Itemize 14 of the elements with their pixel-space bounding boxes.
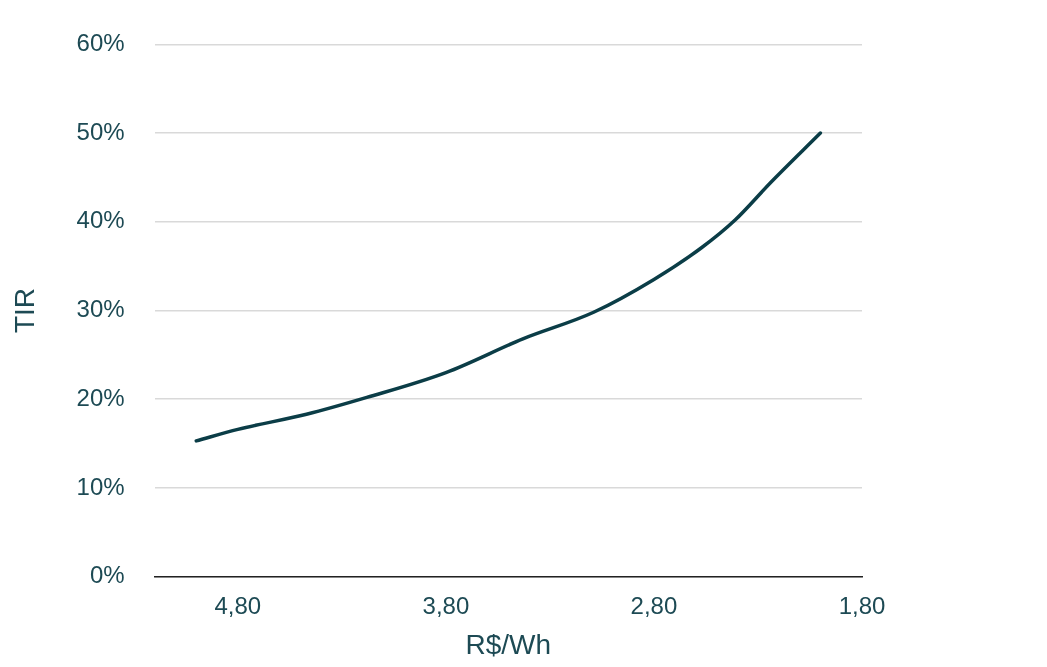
line-series [194,131,823,443]
y-tick-label: 50% [76,117,125,145]
y-tick-label: 20% [76,383,125,411]
y-tick-label: 0% [89,561,125,589]
x-tick-label: 4,80 [214,591,262,619]
y-tick-label: 60% [76,29,125,57]
x-tick-label: 3,80 [422,591,470,619]
y-tick-label: 30% [76,295,125,323]
x-axis-title: R$/Wh [465,628,552,660]
y-tick-label: 40% [76,206,125,234]
y-tick-label: 10% [76,472,125,500]
x-tick-label: 1,80 [838,591,886,619]
x-tick-label: 2,80 [630,591,678,619]
y-axis-title: TIR [8,287,40,334]
